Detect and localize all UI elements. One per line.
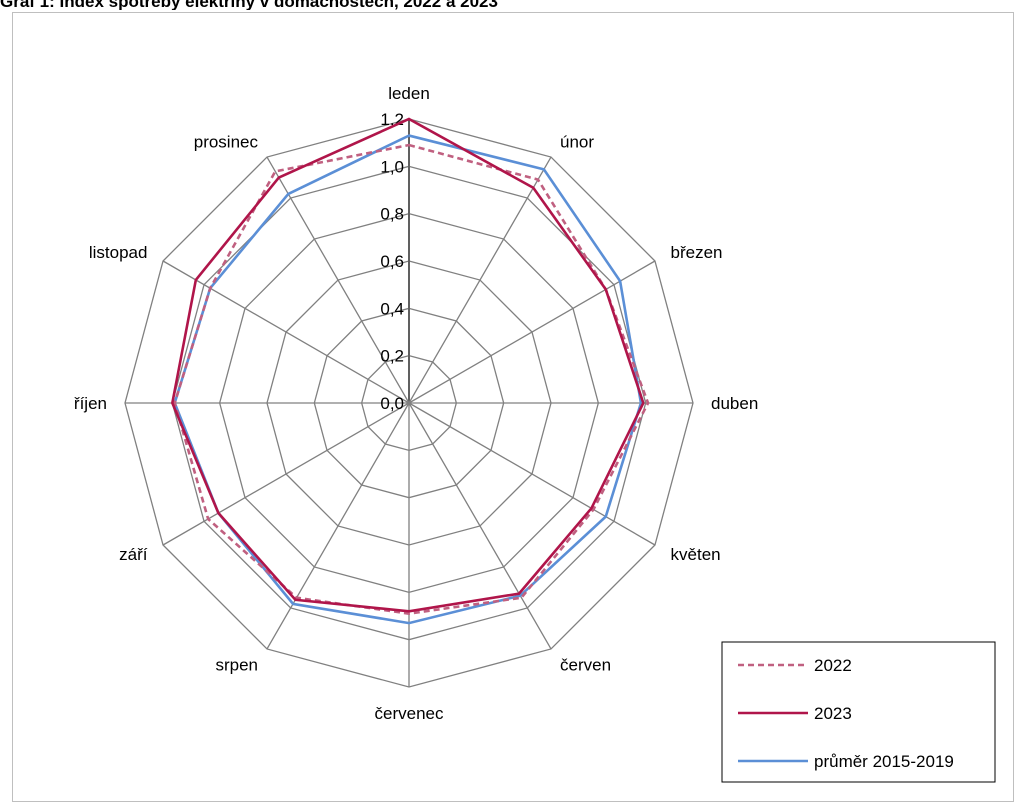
grid-spoke <box>162 260 410 404</box>
chart-title: Graf 1: Index spotřeby elektřiny v domác… <box>0 0 498 10</box>
chart-frame <box>12 12 1014 802</box>
legend-label: 2022 <box>814 656 852 675</box>
category-label: březen <box>671 243 723 262</box>
category-label: duben <box>711 394 758 413</box>
legend: 2022 2023 průměr 2015-2019 <box>721 641 996 783</box>
grid-spoke <box>162 402 410 546</box>
radar-spokes <box>125 119 693 687</box>
tick-label: 0,6 <box>380 252 404 271</box>
category-label: květen <box>671 545 721 564</box>
grid-spoke <box>266 402 410 650</box>
grid-spoke <box>408 402 656 546</box>
tick-label: 0,2 <box>380 347 404 366</box>
category-label: červen <box>560 656 611 675</box>
tick-label: 0,0 <box>380 394 404 413</box>
category-label: září <box>119 545 148 564</box>
grid-spoke <box>408 402 552 650</box>
series-line <box>170 117 645 613</box>
category-labels: leden únor březen duben květen červen červenec… <box>74 84 758 723</box>
category-label: listopad <box>89 243 148 262</box>
grid-spoke <box>408 156 552 404</box>
data-series <box>170 117 650 625</box>
category-label: srpen <box>215 656 258 675</box>
radial-tick-labels: 0,00,20,40,60,81,01,2 <box>380 110 404 413</box>
legend-label: 2023 <box>814 704 852 723</box>
category-label: leden <box>388 84 430 103</box>
category-label: prosinec <box>194 132 259 151</box>
category-label: únor <box>560 132 594 151</box>
grid-spoke <box>408 260 656 404</box>
category-label: červenec <box>375 704 444 723</box>
tick-label: 1,0 <box>380 157 404 176</box>
grid-spoke <box>266 156 410 404</box>
legend-label: průměr 2015-2019 <box>814 752 954 771</box>
tick-label: 0,8 <box>380 205 404 224</box>
category-label: říjen <box>74 394 107 413</box>
tick-label: 0,4 <box>380 299 404 318</box>
